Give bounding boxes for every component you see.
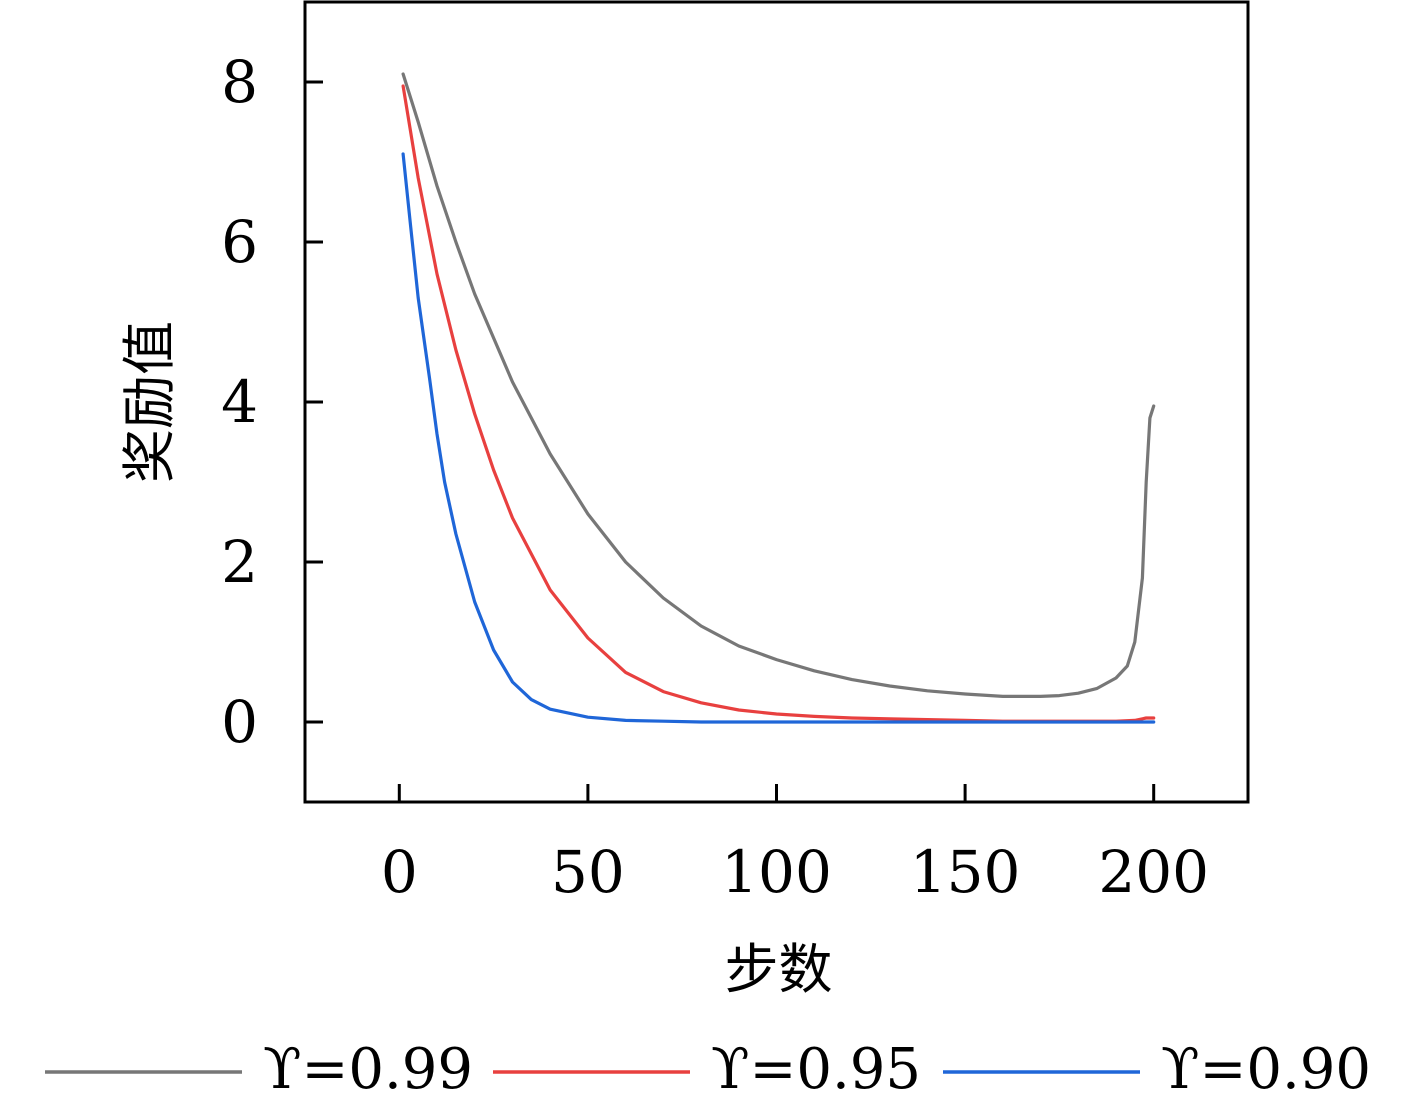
y-tick-label: 4	[221, 368, 258, 436]
plot-lines	[401, 72, 1156, 724]
x-tick-label: 200	[1098, 838, 1209, 906]
x-tick-label: 100	[721, 838, 832, 906]
x-axis-label: 步数	[725, 938, 833, 1001]
legend: ϒ=0.99 ϒ=0.95 ϒ=0.90	[45, 1037, 1371, 1102]
y-tick-label: 8	[221, 48, 258, 116]
x-tick-label: 0	[381, 838, 418, 906]
y-axis-ticks: 0 2 4 6 8	[221, 48, 323, 756]
legend-label-2: ϒ=0.95	[711, 1037, 921, 1102]
x-tick-label: 50	[551, 838, 625, 906]
y-tick-label: 0	[221, 688, 258, 756]
legend-label-3: ϒ=0.90	[1161, 1037, 1371, 1102]
legend-label-1: ϒ=0.99	[263, 1037, 473, 1102]
series-line-1	[401, 72, 1156, 699]
series-line-2	[401, 84, 1156, 723]
x-tick-label: 150	[910, 838, 1021, 906]
y-tick-label: 2	[221, 528, 258, 596]
x-axis-ticks: 0 50 100 150 200	[381, 784, 1209, 906]
y-axis-label: 奖励值	[118, 321, 181, 483]
y-tick-label: 6	[221, 208, 258, 276]
series-line-3	[401, 152, 1156, 724]
